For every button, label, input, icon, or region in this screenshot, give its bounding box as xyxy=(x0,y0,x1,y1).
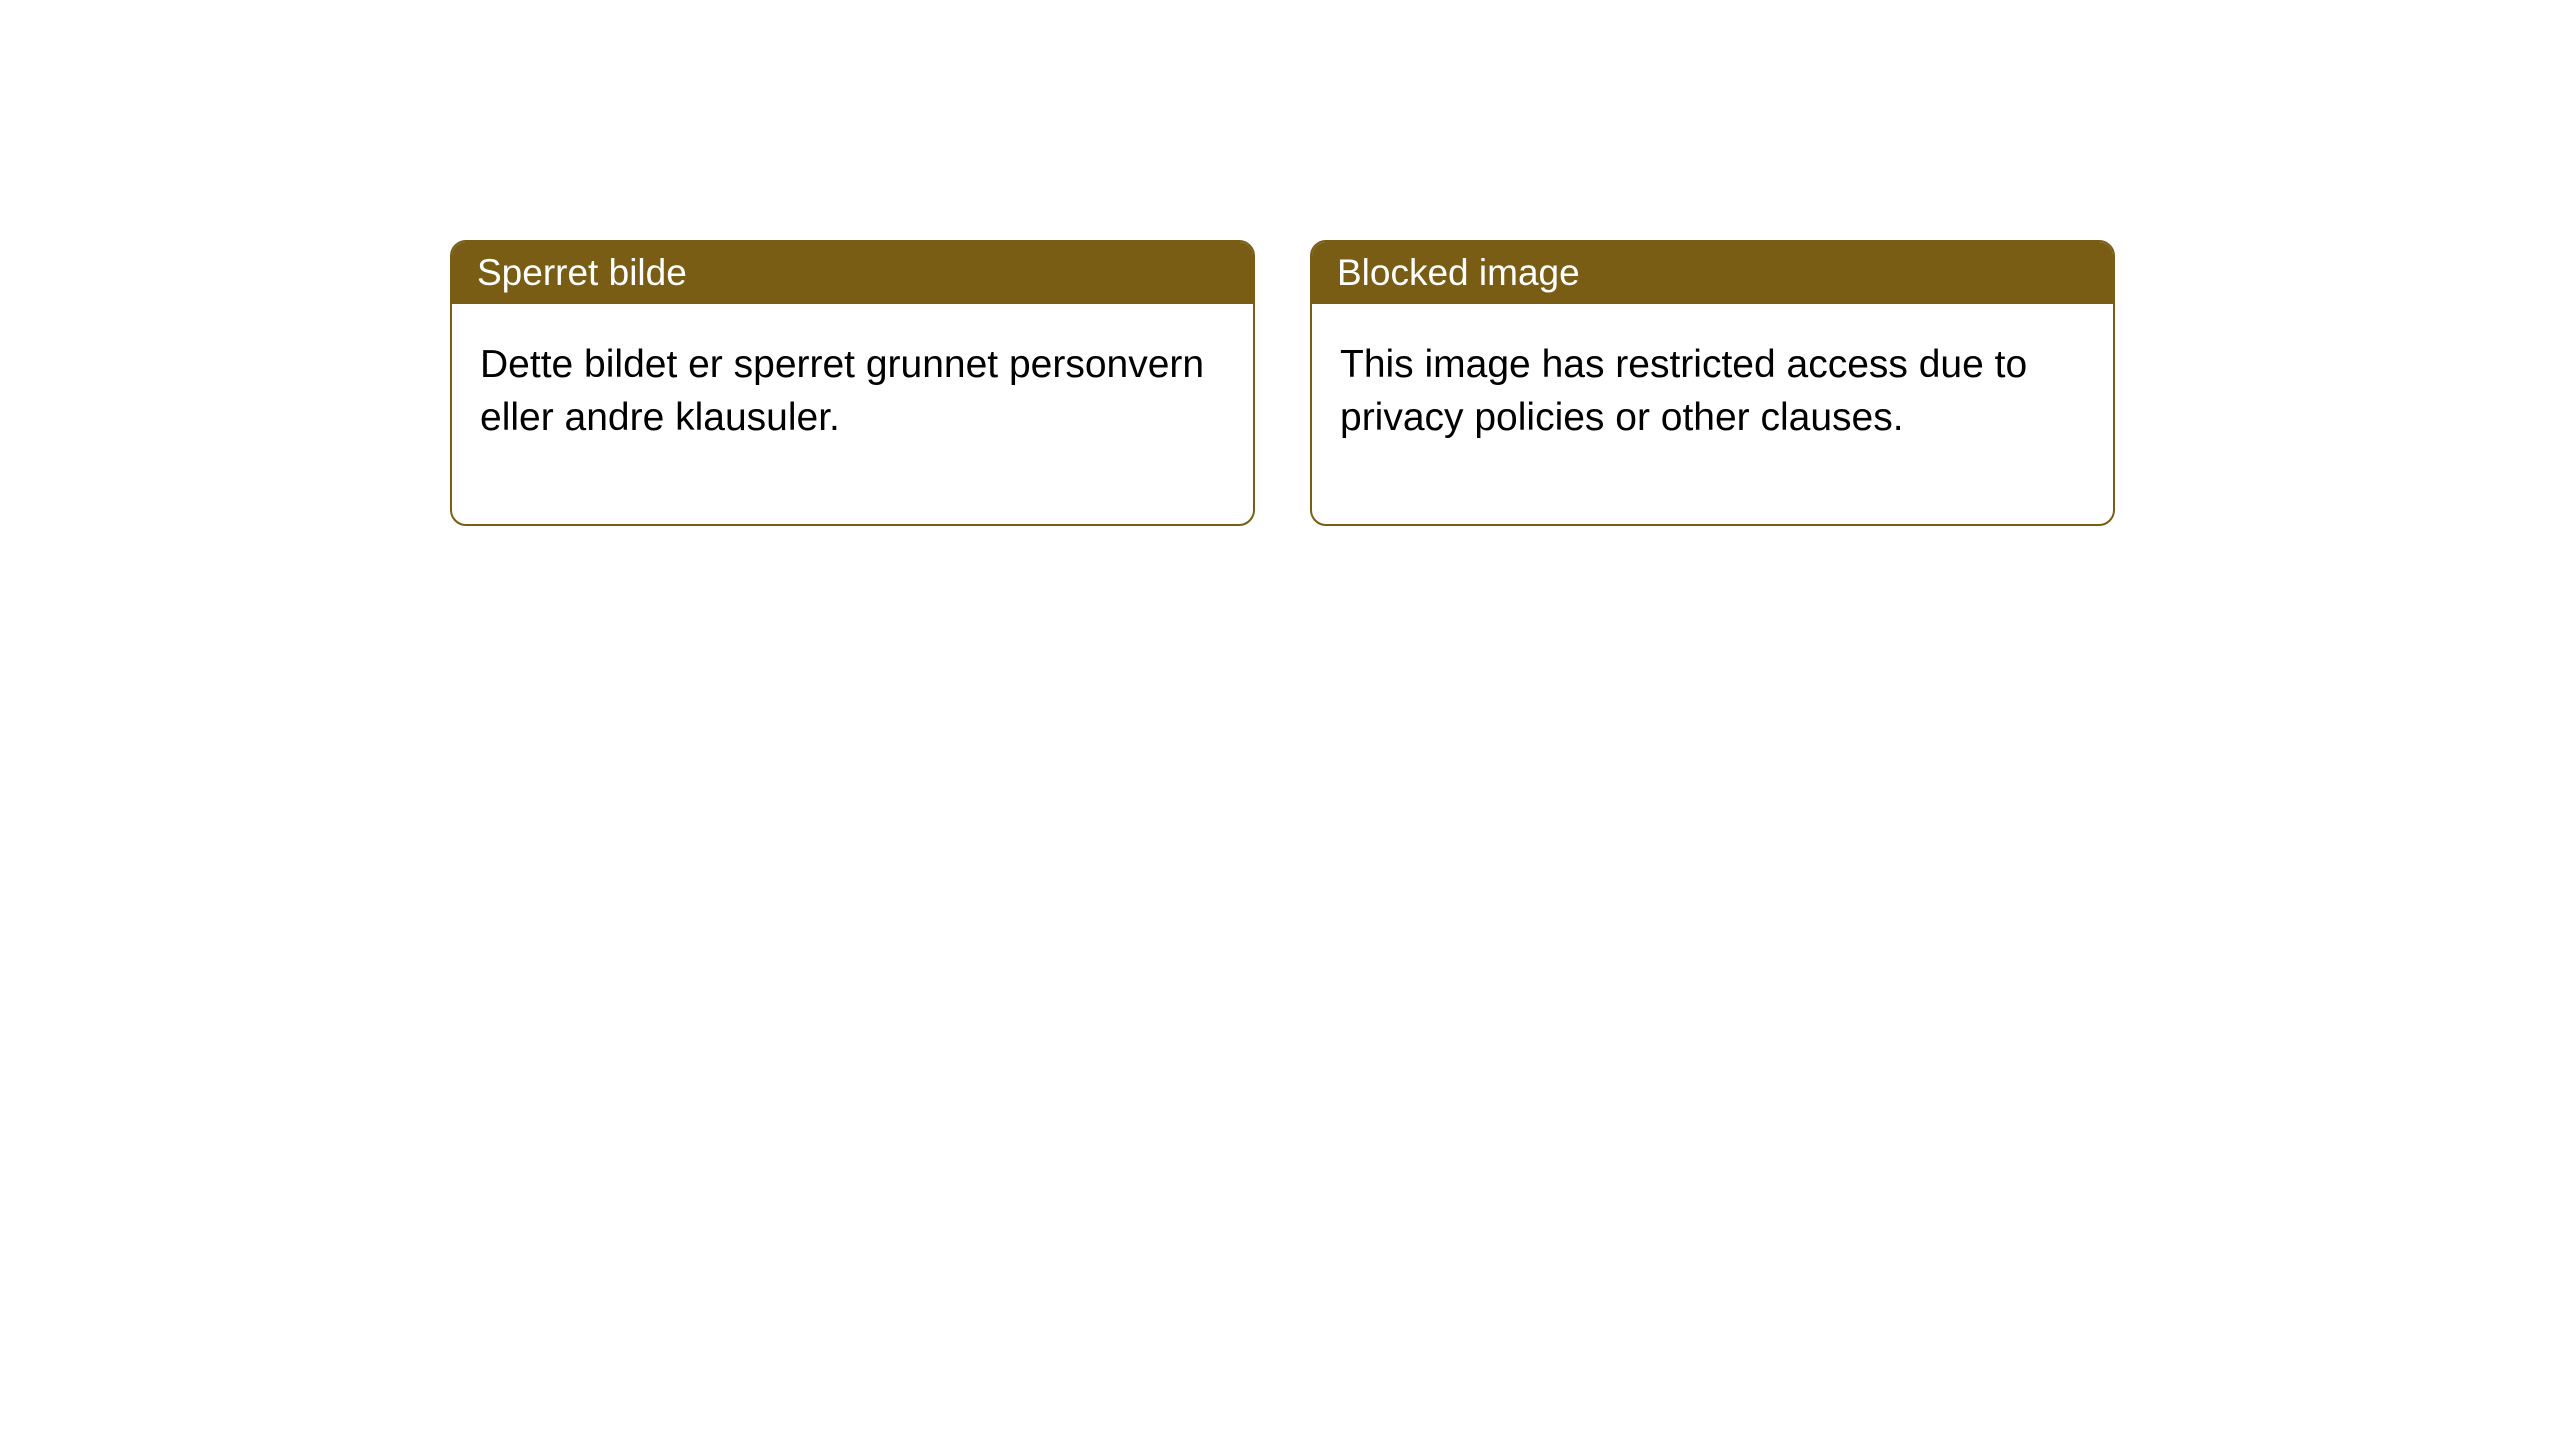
notice-header: Blocked image xyxy=(1312,242,2113,304)
notice-card-norwegian: Sperret bilde Dette bildet er sperret gr… xyxy=(450,240,1255,526)
notice-body: Dette bildet er sperret grunnet personve… xyxy=(452,304,1253,524)
notice-container: Sperret bilde Dette bildet er sperret gr… xyxy=(450,240,2115,526)
notice-body: This image has restricted access due to … xyxy=(1312,304,2113,524)
notice-header: Sperret bilde xyxy=(452,242,1253,304)
notice-card-english: Blocked image This image has restricted … xyxy=(1310,240,2115,526)
